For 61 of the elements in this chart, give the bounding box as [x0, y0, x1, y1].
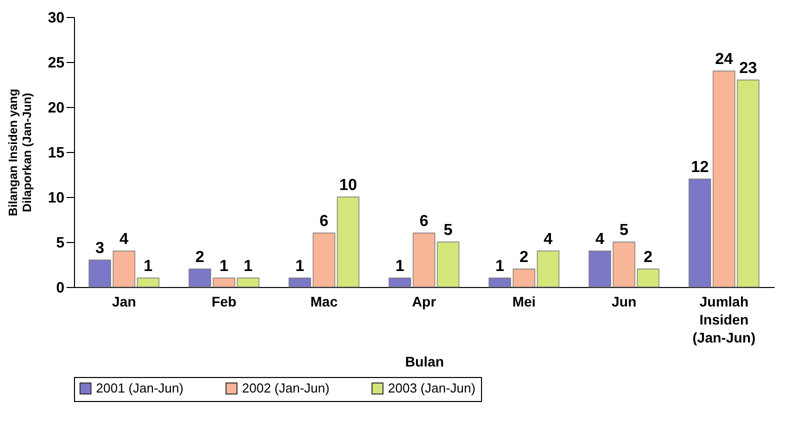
bar: [736, 80, 760, 288]
data-label: 4: [544, 231, 553, 248]
x-axis-title: Bulan: [405, 354, 444, 370]
data-label: 1: [495, 258, 504, 275]
data-label: 4: [595, 231, 604, 248]
bar: [412, 232, 436, 288]
x-tick-label: Mei: [512, 294, 536, 310]
bar: [312, 232, 336, 288]
y-tick-label: 20: [48, 100, 64, 116]
data-label: 23: [739, 60, 758, 77]
bar: [636, 268, 660, 288]
bar: [712, 70, 736, 288]
data-label: 12: [690, 159, 709, 176]
y-tick-label: 25: [48, 54, 64, 72]
bar: [188, 268, 212, 288]
bar: [212, 278, 236, 288]
bar: [488, 278, 512, 288]
data-label: 10: [339, 177, 358, 194]
y-tick-label: 30: [48, 10, 64, 26]
data-label: 4: [120, 231, 129, 248]
y-tick-label: 10: [48, 190, 64, 206]
bar: [612, 242, 636, 288]
bar: [512, 268, 536, 288]
bar: [136, 278, 160, 288]
data-label: 5: [620, 222, 629, 239]
bar: [436, 242, 460, 288]
data-label: 1: [295, 258, 304, 275]
data-label: 2: [195, 249, 204, 266]
data-label: 1: [395, 258, 404, 275]
data-label: 1: [220, 258, 229, 275]
bar: [588, 250, 612, 288]
data-label: 1: [144, 258, 153, 275]
x-tick-label: Jan: [112, 294, 136, 310]
bar: [536, 250, 560, 288]
data-label: 1: [244, 258, 253, 275]
legend-label: 2003 (Jan-Jun): [388, 380, 476, 396]
bar: [288, 278, 312, 288]
data-label: 2: [644, 249, 653, 266]
x-tick-label: Mac: [310, 294, 338, 310]
data-label: 24: [715, 51, 733, 68]
data-label: 2: [520, 249, 529, 266]
data-label: 6: [320, 213, 329, 230]
legend-label: 2001 (Jan-Jun): [96, 380, 184, 396]
bar: [388, 278, 412, 288]
bar: [88, 260, 112, 288]
bar: [336, 196, 360, 288]
y-tick-label: 5: [56, 234, 64, 252]
bar: [112, 250, 136, 288]
y-axis-title: Bilangan Insiden yang Dilaporkan (Jan-Jun): [6, 88, 34, 216]
y-tick-label: 0: [56, 280, 64, 296]
data-label: 3: [95, 240, 104, 257]
x-tick-label: Jumlah Insiden (Jan-Jun): [692, 294, 756, 346]
x-tick-label: Feb: [212, 294, 236, 310]
data-label: 6: [420, 213, 429, 230]
bar: [236, 278, 260, 288]
y-tick-label: 15: [48, 144, 64, 162]
data-label: 5: [444, 222, 453, 239]
legend-label: 2002 (Jan-Jun): [242, 380, 330, 396]
x-tick-label: Jun: [612, 294, 636, 310]
x-tick-label: Apr: [412, 294, 437, 310]
bar: [688, 178, 712, 288]
